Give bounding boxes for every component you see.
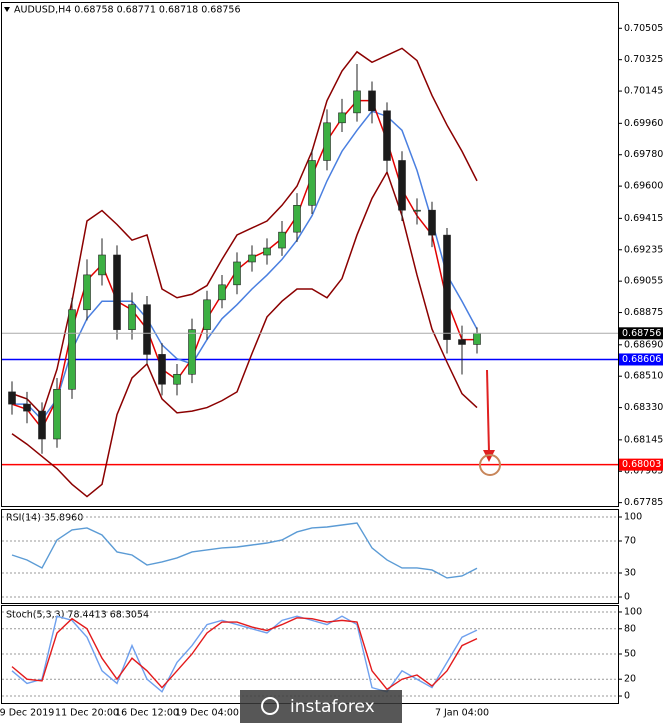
- y-tick-label: 0.67785: [624, 497, 663, 508]
- candle-body: [308, 160, 316, 206]
- y-tick-label: 0.69235: [624, 244, 663, 255]
- x-tick-label: 11 Dec 20:00: [55, 708, 119, 719]
- candle-body: [353, 90, 361, 114]
- y-tick-label: 100: [624, 606, 642, 617]
- candle-body: [248, 254, 256, 263]
- y-tick-label: 0.68690: [624, 339, 663, 350]
- y-tick-label: 0: [624, 691, 630, 702]
- y-tick-label: 0.70145: [624, 86, 663, 97]
- candle-body: [263, 247, 271, 256]
- last-price-label: 0.68756: [622, 328, 661, 339]
- menu-icon: [4, 7, 10, 12]
- y-tick-label: 0.69415: [624, 213, 663, 224]
- candle-body: [338, 112, 346, 124]
- candle-body: [278, 231, 286, 249]
- indicator-line: [11, 617, 478, 691]
- candle-body: [458, 339, 466, 345]
- y-tick-label: 0.69055: [624, 276, 663, 287]
- candle-body: [128, 304, 136, 330]
- chart-title: AUDUSD,H4 0.68758 0.68771 0.68718 0.6875…: [14, 5, 241, 16]
- overlay-line: [11, 47, 478, 416]
- candle-body: [53, 388, 61, 440]
- candle-body: [38, 410, 46, 440]
- y-tick-label: 0.68875: [624, 307, 663, 318]
- candle-body: [233, 261, 241, 286]
- y-tick-label: 0.67965: [624, 466, 663, 477]
- y-tick-label: 0.68145: [624, 434, 663, 445]
- x-tick-label: 16 Dec 12:00: [115, 708, 179, 719]
- indicator-line: [11, 615, 478, 693]
- y-tick-label: 0.70325: [624, 54, 663, 65]
- candle-body: [218, 284, 226, 301]
- y-tick-label: 0.69960: [624, 118, 663, 129]
- y-tick-label: 70: [624, 536, 636, 547]
- indicator-line: [11, 522, 478, 579]
- level-label: 0.68003: [622, 459, 661, 470]
- watermark-logo: [261, 697, 279, 715]
- y-tick-label: 30: [624, 568, 636, 579]
- candle-body: [413, 209, 421, 212]
- rsi-title: RSI(14) 35.8960: [6, 513, 83, 524]
- target-circle: [479, 454, 501, 476]
- y-tick-label: 20: [624, 674, 636, 685]
- candle-body: [173, 373, 181, 385]
- level-label: 0.68606: [622, 354, 661, 365]
- y-tick-label: 0.68330: [624, 402, 663, 413]
- y-tick-label: 0.68510: [624, 371, 663, 382]
- arrow: [486, 369, 490, 453]
- candle-body: [293, 204, 301, 233]
- main-panel: [1, 2, 619, 507]
- x-tick-label: 7 Jan 04:00: [435, 708, 489, 719]
- level-label-box: [619, 353, 663, 366]
- y-tick-label: 80: [624, 623, 636, 634]
- candle-body: [473, 333, 481, 345]
- watermark: instaforex: [240, 690, 402, 723]
- x-tick-label: 9 Dec 2019: [0, 708, 54, 719]
- y-tick-label: 50: [624, 648, 636, 659]
- candle-body: [23, 403, 31, 412]
- candle-body: [8, 391, 16, 405]
- candle-body: [113, 254, 121, 330]
- x-tick-label: 19 Dec 04:00: [175, 708, 239, 719]
- level-label-box: [619, 458, 663, 471]
- y-tick-label: 0.70505: [624, 23, 663, 34]
- candle-body: [68, 309, 76, 390]
- y-tick-label: 0.69600: [624, 181, 663, 192]
- candle-body: [323, 122, 331, 161]
- candle-body: [158, 354, 166, 385]
- candle-body: [383, 110, 391, 161]
- candle-body: [83, 274, 91, 311]
- candle-body: [443, 234, 451, 340]
- overlay-line: [12, 110, 478, 421]
- y-tick-label: 0.69780: [624, 149, 663, 160]
- watermark-box: [240, 690, 402, 723]
- candle-body: [428, 209, 436, 236]
- candle-body: [398, 160, 406, 211]
- candle-body: [188, 329, 196, 375]
- watermark-text: instaforex: [290, 697, 375, 717]
- stoch-title: Stoch(5,3,3) 78.4413 68.3054: [6, 610, 149, 621]
- plot-layer: 0.70505 0.70325 0.70145 0.69960 0.69780 0.696…: [0, 23, 663, 719]
- y-tick-label: 100: [624, 512, 642, 523]
- last-price-box: [619, 327, 663, 340]
- candle-body: [368, 90, 376, 112]
- y-tick-label: 0: [624, 592, 630, 603]
- candle-body: [143, 304, 151, 355]
- candle-body: [98, 254, 106, 276]
- rsi-panel: [1, 509, 619, 604]
- candle-body: [203, 299, 211, 330]
